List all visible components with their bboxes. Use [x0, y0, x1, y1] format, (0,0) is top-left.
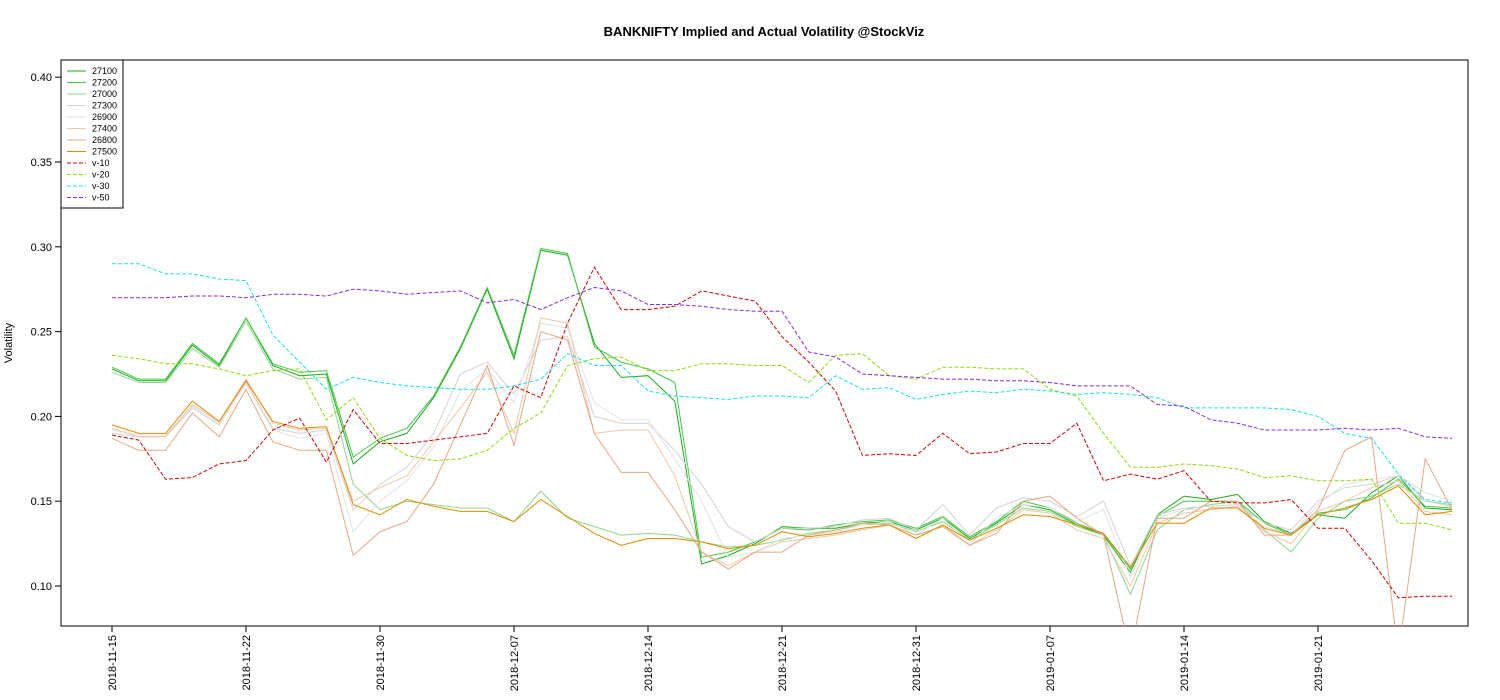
legend-label: 26900 [92, 112, 117, 122]
y-tick-label: 0.30 [31, 242, 52, 254]
legend-label: 27200 [92, 78, 117, 88]
x-tick-label: 2018-12-14 [643, 635, 655, 691]
x-axis: 2018-11-15 2018-11-22 2018-11-30 2018-12-07… [107, 626, 1325, 691]
legend-label: 27500 [92, 147, 117, 157]
legend-label: 26800 [92, 135, 117, 145]
y-tick-label: 0.25 [31, 327, 52, 339]
series-line-27000 [111, 320, 1453, 596]
legend-label: v-20 [92, 170, 110, 180]
x-tick-label: 2019-01-21 [1313, 635, 1325, 691]
y-tick-label: 0.40 [31, 72, 52, 84]
chart-title: BANKNIFTY Implied and Actual Volatility … [604, 24, 925, 39]
legend-box [60, 59, 124, 209]
legend-label: v-10 [92, 158, 110, 168]
y-tick-label: 0.10 [31, 581, 52, 593]
x-tick-label: 2018-12-21 [777, 635, 789, 691]
legend-label: v-50 [92, 193, 110, 203]
y-axis: 0.10 0.15 0.20 0.25 0.30 0.35 0.40 [31, 72, 61, 593]
series-line-27500 [111, 379, 1453, 569]
legend-label: 27300 [92, 101, 117, 111]
legend-label: 27100 [92, 66, 117, 76]
plot-frame [60, 59, 1469, 627]
series-lines [111, 247, 1453, 626]
x-tick-label: 2018-12-07 [509, 635, 521, 691]
series-line-v-50 [112, 286, 1453, 439]
series-line-v-10 [111, 266, 1452, 599]
series-line-27400 [111, 317, 1453, 588]
y-tick-label: 0.35 [31, 157, 52, 169]
series-line-v-30 [112, 263, 1453, 504]
x-tick-label: 2018-11-15 [107, 635, 119, 690]
y-axis-label: Volatility [3, 322, 15, 363]
x-tick-label: 2018-12-31 [911, 635, 923, 691]
legend-label: 27000 [92, 89, 117, 99]
y-tick-label: 0.20 [31, 411, 52, 423]
x-tick-label: 2018-11-30 [375, 635, 387, 690]
series-line-v-20 [111, 353, 1453, 531]
series-line-27100 [111, 249, 1453, 574]
legend-label: 27400 [92, 124, 117, 134]
series-line-27200 [111, 247, 1453, 570]
legend-label: v-30 [92, 181, 110, 191]
y-tick-label: 0.15 [31, 496, 52, 508]
series-line-27300 [111, 336, 1453, 567]
x-tick-label: 2019-01-14 [1179, 635, 1191, 691]
x-tick-label: 2019-01-07 [1045, 635, 1057, 691]
x-tick-label: 2018-11-22 [241, 635, 253, 690]
series-line-26800 [111, 330, 1453, 626]
